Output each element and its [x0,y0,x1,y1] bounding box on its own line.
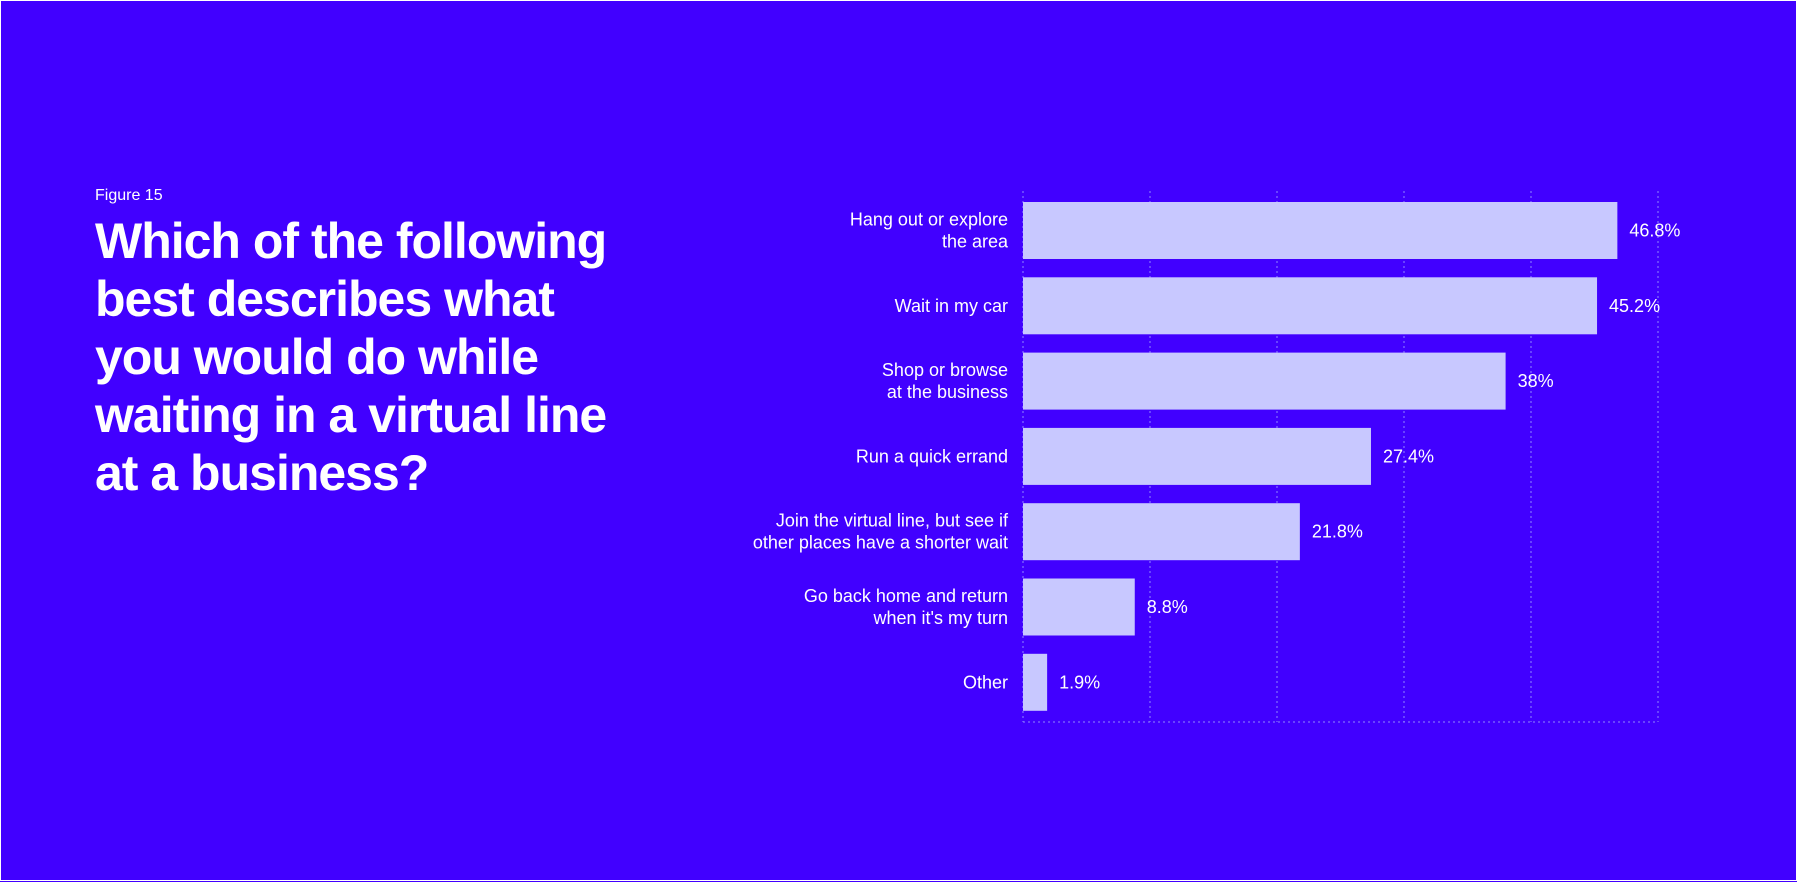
label-layer: 46.8% Hang out or explore the area 45.2% Wai… [753,210,1681,693]
category-label-line: Run a quick errand [856,446,1008,466]
data-label: 27.4% [1383,446,1434,466]
data-label: 21.8% [1312,522,1363,542]
bar [1023,352,1506,410]
bar [1023,202,1618,259]
category-label-line: Join the virtual line, but see if [776,511,1009,531]
data-label: 46.8% [1629,221,1680,241]
bar [1023,427,1371,485]
figure-label: Figure 15 [95,187,163,204]
chart-title: Which of the following best describes wh… [95,213,607,501]
bar [1023,578,1135,636]
category-label-line: Shop or browse [882,360,1008,380]
category-label: Shop or browse at the business [882,360,1008,402]
category-label: Other [963,672,1008,692]
category-label-line: at the business [887,382,1008,402]
data-label: 1.9% [1059,672,1100,692]
data-label: 38% [1518,371,1554,391]
category-label: Run a quick errand [856,446,1008,466]
category-label-line: when it's my turn [873,608,1008,628]
category-label-line: Hang out or explore [850,210,1008,230]
data-label: 8.8% [1147,597,1188,617]
category-label: Join the virtual line, but see if other p… [753,511,1009,553]
category-label: Wait in my car [895,296,1008,316]
bar-layer [1023,202,1618,711]
bar [1023,653,1048,711]
category-label: Hang out or explore the area [850,210,1009,252]
category-label-line: Go back home and return [804,586,1008,606]
data-label: 45.2% [1609,296,1660,316]
category-label-line: the area [942,232,1009,252]
category-label-line: other places have a shorter wait [753,533,1008,553]
category-label-line: Wait in my car [895,296,1008,316]
category-label-line: Other [963,672,1008,692]
bar [1023,503,1300,561]
bar [1023,277,1598,335]
category-label: Go back home and return when it's my turn [804,586,1008,628]
